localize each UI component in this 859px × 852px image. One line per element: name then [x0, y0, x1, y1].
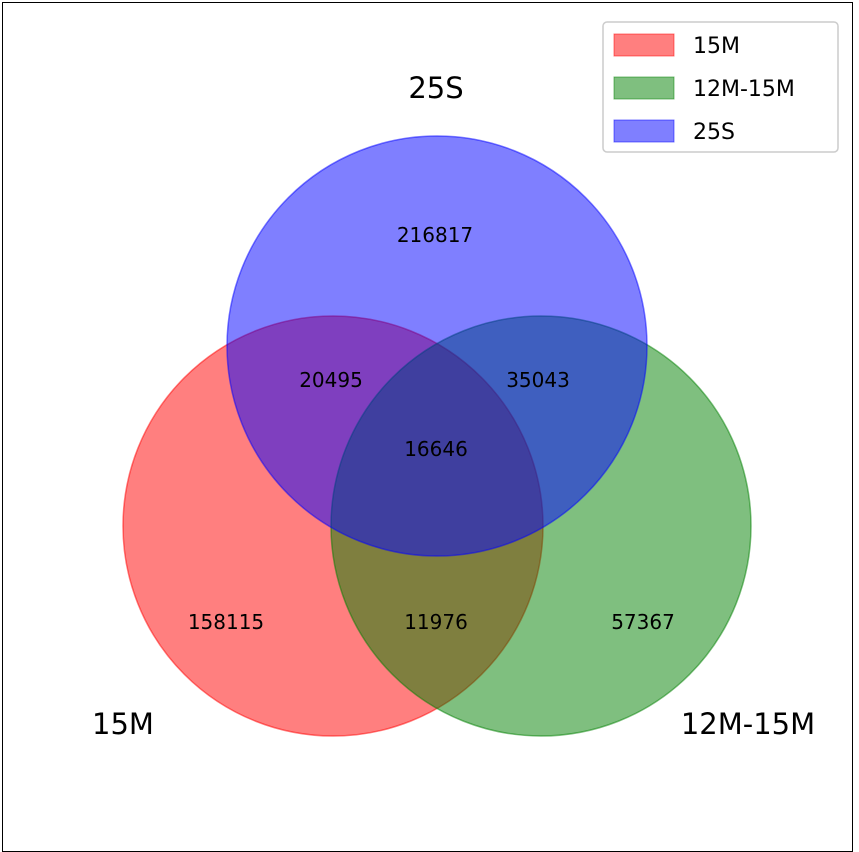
set-label-15M: 15M: [92, 707, 154, 741]
set-label-12M-15M: 12M-15M: [681, 707, 815, 741]
region-15M-12M-15M-label: 11976: [404, 610, 468, 634]
legend-swatch-25S: [614, 120, 674, 142]
legend: 15M 12M-15M 25S: [603, 22, 838, 152]
region-all-three-label: 16646: [404, 437, 468, 461]
region-only-12M-15M-label: 57367: [611, 610, 675, 634]
region-only-15M-label: 158115: [188, 610, 264, 634]
legend-swatch-12M-15M: [614, 77, 674, 99]
legend-label-15M: 15M: [693, 34, 740, 59]
legend-label-25S: 25S: [693, 120, 735, 145]
region-15M-25S-label: 20495: [299, 368, 363, 392]
circle-25S: [227, 136, 647, 556]
region-12M-15M-25S-label: 35043: [506, 368, 570, 392]
region-only-25S-label: 216817: [397, 223, 473, 247]
set-label-25S: 25S: [408, 71, 463, 105]
legend-label-12M-15M: 12M-15M: [693, 77, 795, 102]
legend-swatch-15M: [614, 34, 674, 56]
